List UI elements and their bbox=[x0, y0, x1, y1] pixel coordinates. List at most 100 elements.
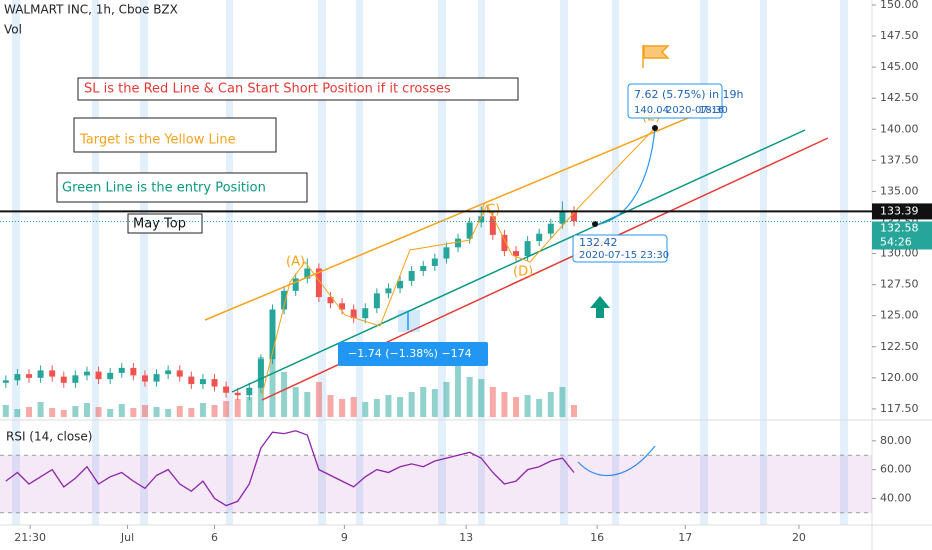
y-tick-label: 145.00 bbox=[880, 60, 919, 73]
candle-body bbox=[536, 233, 543, 242]
candle-body bbox=[2, 380, 9, 383]
measure-text: 2020-07-15 23:30 bbox=[579, 250, 669, 261]
candle-body bbox=[118, 367, 125, 373]
y-tick-label: 127.50 bbox=[880, 278, 919, 291]
volume-bar bbox=[2, 405, 9, 417]
note: SL is the Red Line & Can Start Short Pos… bbox=[84, 82, 451, 97]
volume-bar bbox=[362, 402, 369, 417]
candle-body bbox=[327, 297, 334, 304]
volume-bar bbox=[350, 397, 357, 417]
candle-body bbox=[141, 375, 148, 382]
y-tick-label: 130.00 bbox=[880, 247, 919, 260]
candle-body bbox=[397, 280, 404, 289]
candle-body bbox=[466, 222, 473, 239]
candle-body bbox=[547, 223, 554, 234]
candle-body bbox=[420, 265, 427, 271]
candle-body bbox=[501, 234, 508, 252]
volume-bar bbox=[559, 387, 566, 417]
note: Target is the Yellow Line bbox=[79, 133, 236, 148]
candle-body bbox=[72, 375, 79, 383]
candle-body bbox=[513, 251, 520, 257]
y-tick-label: 150.00 bbox=[880, 0, 919, 11]
candle-body bbox=[408, 270, 415, 281]
candle-body bbox=[570, 211, 577, 222]
y-tick-label: 135.00 bbox=[880, 184, 919, 197]
volume-bar bbox=[14, 409, 21, 417]
candle-body bbox=[165, 370, 172, 375]
volume-bar bbox=[478, 379, 485, 417]
volume-bar bbox=[95, 407, 102, 417]
volume-bar bbox=[455, 362, 462, 417]
candle-body bbox=[211, 379, 218, 387]
volume-bar bbox=[25, 407, 32, 417]
x-tick-label: 20 bbox=[792, 531, 806, 544]
volume-bar bbox=[373, 399, 380, 417]
price-pane bbox=[2, 201, 577, 417]
volume-bar bbox=[141, 405, 148, 417]
volume-bar bbox=[397, 397, 404, 417]
volume-bar bbox=[547, 392, 554, 417]
candle-body bbox=[281, 290, 288, 310]
volume-bar bbox=[176, 406, 183, 417]
candle-body bbox=[49, 370, 56, 377]
note: May Top bbox=[133, 217, 186, 232]
volume-bar bbox=[420, 387, 427, 417]
x-tick-label: Jul bbox=[120, 531, 134, 544]
volume-bar bbox=[223, 401, 230, 417]
candle-body bbox=[350, 309, 357, 319]
last-price-label: 133.39 bbox=[880, 204, 919, 217]
candle-body bbox=[292, 278, 299, 291]
rsi-tick-label: 80.00 bbox=[880, 434, 912, 447]
measure-text: 2020-07-16 bbox=[666, 105, 724, 116]
measure-text: 7.62 (5.75%) in 19h bbox=[634, 88, 744, 101]
volume-bar bbox=[118, 404, 125, 417]
volume-bar bbox=[489, 387, 496, 417]
y-tick-label: 117.50 bbox=[880, 402, 919, 415]
volume-bar bbox=[408, 392, 415, 417]
countdown: 54:26 bbox=[880, 235, 912, 248]
candle-body bbox=[373, 293, 380, 309]
volume-bar bbox=[431, 389, 438, 417]
volume-label: Vol bbox=[4, 23, 22, 37]
candle-body bbox=[14, 374, 21, 381]
candle-body bbox=[246, 387, 253, 396]
measure-text: 132.42 bbox=[579, 236, 618, 249]
candle-body bbox=[559, 211, 566, 224]
y-tick-label: 120.00 bbox=[880, 371, 919, 384]
volume-bar bbox=[304, 392, 311, 417]
volume-bar bbox=[37, 402, 44, 417]
y-tick-label: 137.50 bbox=[880, 153, 919, 166]
y-tick-label: 142.50 bbox=[880, 91, 919, 104]
candle-body bbox=[339, 303, 346, 310]
measure-text: 140.04 bbox=[634, 105, 669, 116]
candle-body bbox=[385, 288, 392, 294]
volume-bar bbox=[536, 399, 543, 417]
rsi-tick-label: 40.00 bbox=[880, 491, 912, 504]
candle-body bbox=[60, 376, 67, 383]
candle-body bbox=[269, 309, 276, 360]
y-tick-label: 147.50 bbox=[880, 29, 919, 42]
rsi-band bbox=[0, 455, 872, 513]
candle-body bbox=[176, 370, 183, 377]
volume-bar bbox=[72, 406, 79, 417]
x-tick-label: 6 bbox=[211, 531, 218, 544]
candle-body bbox=[455, 238, 462, 248]
close-price-label: 132.58 bbox=[880, 221, 919, 234]
volume-bar bbox=[501, 392, 508, 417]
x-tick-label: 9 bbox=[341, 531, 348, 544]
rsi-line bbox=[5, 430, 575, 507]
volume-bar bbox=[199, 403, 206, 417]
candle-body bbox=[431, 258, 438, 266]
y-tick-label: 125.00 bbox=[880, 309, 919, 322]
candle-body bbox=[234, 392, 241, 396]
volume-bar bbox=[281, 372, 288, 417]
candle-body bbox=[153, 374, 160, 382]
y-tick-label: 140.00 bbox=[880, 122, 919, 135]
volume-bar bbox=[339, 399, 346, 417]
volume-bar bbox=[234, 399, 241, 417]
x-tick-label: 13 bbox=[459, 531, 473, 544]
volume-bar bbox=[443, 382, 450, 417]
volume-bar bbox=[513, 397, 520, 417]
volume-bar bbox=[466, 377, 473, 417]
